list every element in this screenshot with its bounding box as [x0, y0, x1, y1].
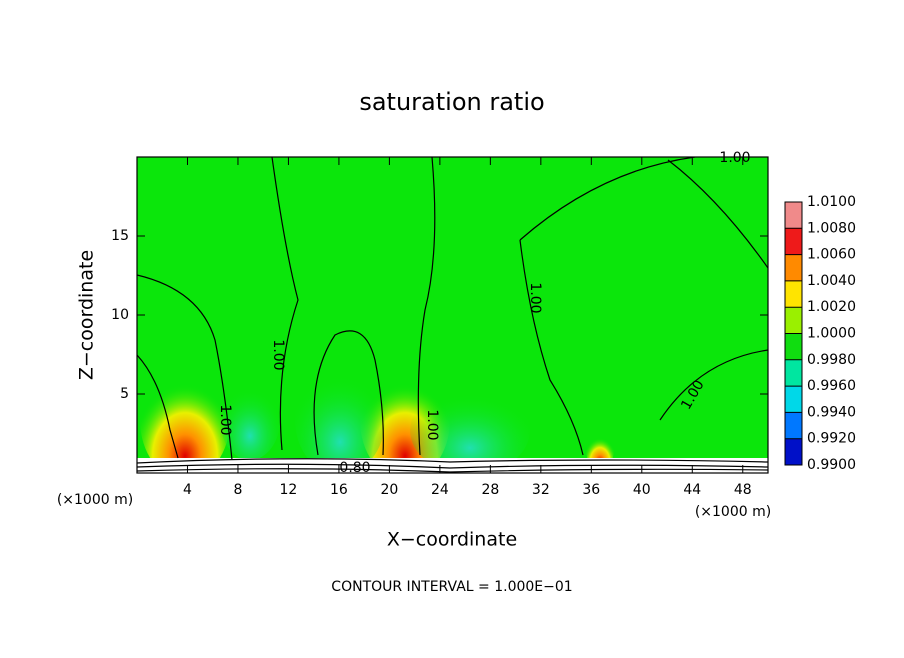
x-tick-label: 44	[683, 482, 701, 498]
colorbar-tick-label: 1.0100	[807, 194, 856, 210]
colorbar-tick-label: 1.0020	[807, 299, 856, 315]
x-unit-label: (×1000 m)	[695, 504, 771, 520]
colorbar-band	[785, 438, 802, 465]
x-tick-label: 28	[481, 482, 499, 498]
x-tick-label: 40	[633, 482, 651, 498]
x-tick-label: 12	[280, 482, 298, 498]
field-decor	[137, 157, 768, 473]
x-tick-label: 4	[183, 482, 192, 498]
contour-label: 1.00	[719, 150, 750, 166]
footer-note: CONTOUR INTERVAL = 1.000E−01	[331, 579, 572, 595]
colorbar-tick-label: 1.0060	[807, 247, 856, 263]
x-tick-label: 32	[532, 482, 550, 498]
x-tick-label: 48	[734, 482, 752, 498]
contour-label: 0.80	[339, 460, 370, 476]
y-tick-label: 15	[111, 228, 129, 244]
contour-label: 1.00	[270, 339, 286, 370]
x-tick-label: 16	[330, 482, 348, 498]
colorbar-tick-label: 1.0040	[807, 273, 856, 289]
colorbar-band	[785, 228, 802, 255]
colorbar-band	[785, 333, 802, 360]
colorbar-band	[785, 386, 802, 413]
x-tick-label: 20	[380, 482, 398, 498]
colorbar-tick-label: 0.9920	[807, 431, 856, 447]
x-unit-label: (×1000 m)	[57, 492, 133, 508]
colorbar-band	[785, 254, 802, 281]
y-axis-label: Z−coordinate	[76, 250, 98, 380]
x-tick-label: 24	[431, 482, 449, 498]
y-tick-label: 10	[111, 307, 129, 323]
colorbar-band	[785, 280, 802, 308]
colorbar-tick-label: 0.9960	[807, 378, 856, 394]
colorbar-tick-label: 0.9900	[807, 457, 856, 473]
contour-label: 1.00	[217, 404, 233, 435]
colorbar-tick-label: 0.9940	[807, 404, 856, 420]
x-axis-label: X−coordinate	[387, 529, 517, 551]
colorbar-tick-label: 1.0080	[807, 220, 856, 236]
colorbar-band	[785, 202, 802, 229]
contour-label: 1.00	[424, 409, 440, 440]
colorbar-band	[785, 359, 802, 387]
colorbar-band	[785, 307, 802, 334]
colorbar-band	[785, 412, 802, 439]
contour-label: 1.00	[527, 282, 543, 313]
x-tick-label: 8	[233, 482, 242, 498]
chart-title: saturation ratio	[359, 88, 544, 116]
colorbar-tick-label: 0.9980	[807, 352, 856, 368]
x-tick-label: 36	[582, 482, 600, 498]
y-tick-label: 5	[120, 386, 129, 402]
colorbar-tick-label: 1.0000	[807, 326, 856, 342]
